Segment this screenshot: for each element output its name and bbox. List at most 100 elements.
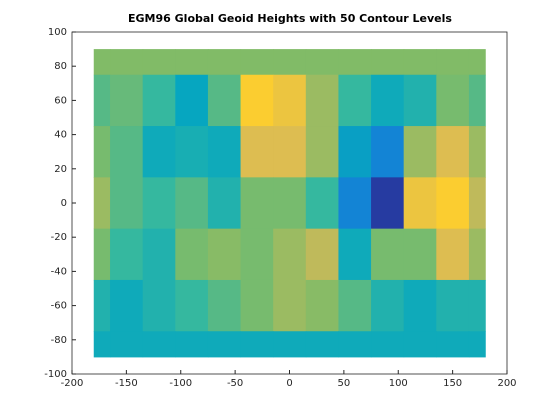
geoid-cell (240, 177, 274, 230)
geoid-cell (403, 228, 437, 281)
y-tick-label: -80 (51, 335, 67, 346)
x-tick-label: -100 (169, 378, 192, 389)
y-tick-label: 40 (54, 130, 67, 141)
geoid-cell (175, 49, 209, 76)
geoid-cell (371, 279, 405, 332)
y-tick-label: -40 (51, 266, 67, 277)
geoid-cell (273, 331, 307, 358)
y-tick-label: -20 (51, 232, 67, 243)
geoid-cell (93, 228, 111, 281)
geoid-cell (305, 49, 339, 76)
geoid-cell (468, 126, 486, 178)
geoid-cell (436, 331, 470, 358)
geoid-cell (110, 126, 144, 178)
geoid-cell (273, 279, 307, 332)
geoid-cell (338, 49, 372, 76)
geoid-cell (305, 331, 339, 358)
geoid-cell (142, 177, 176, 230)
geoid-cell (240, 331, 274, 358)
y-tick-label: 80 (54, 61, 67, 72)
geoid-cell (93, 177, 111, 230)
geoid-cell (403, 49, 437, 76)
geoid-cell (207, 331, 242, 358)
geoid-cell (371, 126, 405, 178)
geoid-cell (207, 177, 242, 230)
geoid-cell (436, 279, 470, 332)
geoid-cell (273, 177, 307, 230)
geoid-cell (371, 49, 405, 76)
geoid-cell (305, 228, 339, 281)
geoid-cell (305, 126, 339, 178)
geoid-cell (110, 49, 144, 76)
geoid-cell (207, 49, 242, 76)
geoid-cell (93, 126, 111, 178)
geoid-cell (338, 279, 372, 332)
geoid-cell (175, 74, 209, 127)
geoid-cell (207, 74, 242, 127)
geoid-cell (240, 49, 274, 76)
geoid-cell (436, 177, 470, 230)
geoid-cell (436, 74, 470, 127)
geoid-cell (110, 279, 144, 332)
geoid-cell (468, 331, 486, 358)
geoid-cell (142, 126, 176, 178)
geoid-cell (273, 228, 307, 281)
geoid-cell (207, 279, 242, 332)
geoid-cell (305, 279, 339, 332)
geoid-cell (142, 331, 176, 358)
geoid-cell (110, 177, 144, 230)
y-tick-label: 100 (48, 27, 67, 38)
x-tick-label: -200 (61, 378, 84, 389)
geoid-cell (93, 331, 111, 358)
x-tick-label: 200 (497, 378, 516, 389)
geoid-cell (403, 74, 437, 127)
geoid-cell (110, 74, 144, 127)
geoid-cell (273, 74, 307, 127)
chart-title: EGM96 Global Geoid Heights with 50 Conto… (128, 12, 452, 25)
y-tick-label: 20 (54, 164, 67, 175)
geoid-cell (142, 49, 176, 76)
geoid-cell (305, 177, 339, 230)
geoid-cell (175, 228, 209, 281)
geoid-cell (175, 331, 209, 358)
x-tick-label: 0 (286, 378, 292, 389)
geoid-cell (338, 126, 372, 178)
x-tick-label: 100 (389, 378, 408, 389)
geoid-cell (403, 126, 437, 178)
geoid-cell (207, 126, 242, 178)
y-tick-label: -60 (51, 301, 67, 312)
geoid-cell (338, 74, 372, 127)
geoid-cell (175, 279, 209, 332)
geoid-cell (403, 177, 437, 230)
geoid-cell (175, 126, 209, 178)
geoid-cell (371, 331, 405, 358)
geoid-cell (273, 126, 307, 178)
geoid-cell (240, 126, 274, 178)
geoid-cell (403, 331, 437, 358)
geoid-cell (207, 228, 242, 281)
geoid-cell (468, 228, 486, 281)
geoid-cell (305, 74, 339, 127)
geoid-cell (93, 49, 111, 76)
geoid-cell (371, 228, 405, 281)
geoid-cell (110, 331, 144, 358)
geoid-cell (468, 279, 486, 332)
geoid-cell (436, 228, 470, 281)
geoid-cell (240, 74, 274, 127)
geoid-cell (273, 49, 307, 76)
geoid-cell (93, 74, 111, 127)
geoid-cell (468, 74, 486, 127)
geoid-cell (403, 279, 437, 332)
geoid-cell (240, 279, 274, 332)
y-tick-label: -100 (44, 369, 67, 380)
geoid-cell (142, 74, 176, 127)
geoid-cell (436, 126, 470, 178)
geoid-cell (338, 177, 372, 230)
geoid-cell (338, 331, 372, 358)
x-tick-label: 50 (338, 378, 351, 389)
x-tick-label: -150 (115, 378, 138, 389)
geoid-cell (338, 228, 372, 281)
x-tick-label: 150 (443, 378, 462, 389)
geoid-cell (175, 177, 209, 230)
